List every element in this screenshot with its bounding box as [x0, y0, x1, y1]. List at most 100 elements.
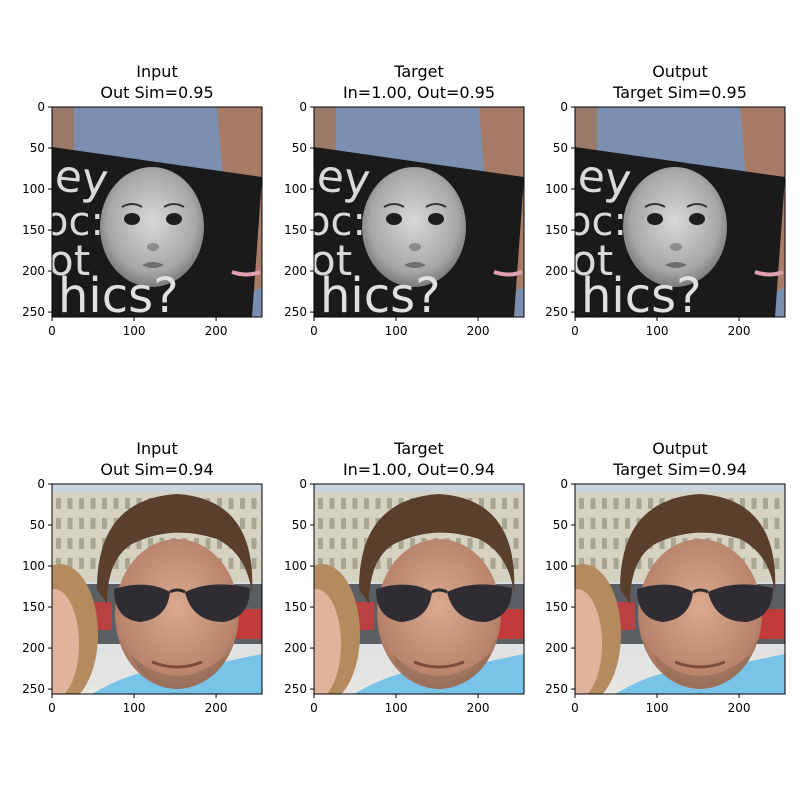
subplot-image: [575, 484, 785, 694]
mouth: [142, 262, 164, 268]
sign-text-mid: oc:: [306, 199, 366, 245]
x-tick-label: 0: [310, 324, 318, 338]
sign-text-bottom: hics?: [58, 268, 179, 324]
nose: [670, 243, 682, 251]
subplot-title-line1: Output: [652, 439, 708, 458]
nose: [147, 243, 159, 251]
left-lens: [376, 584, 432, 622]
y-tick-label: 50: [553, 518, 568, 532]
subplot-title-line1: Input: [136, 62, 177, 81]
man-hair: [97, 494, 253, 604]
left-eye: [386, 213, 402, 225]
subplot-title-line2: Out Sim=0.94: [100, 460, 213, 479]
axes-frame: [574, 106, 786, 318]
x-tick-label: 100: [123, 701, 146, 715]
subplot-title-line1: Input: [136, 439, 177, 458]
x-tick-label: 0: [48, 701, 56, 715]
y-tick-label: 200: [22, 264, 45, 278]
sign-text-row3: ot: [571, 236, 613, 285]
left-lens: [114, 584, 170, 622]
x-tick-label: 0: [310, 701, 318, 715]
y-tick-label: 150: [284, 600, 307, 614]
sign-text-bottom: hics?: [581, 268, 702, 324]
y-tick-label: 100: [545, 559, 568, 573]
y-tick-label: 50: [30, 518, 45, 532]
x-tick-label: 200: [728, 701, 751, 715]
mouth: [674, 660, 726, 669]
mouth: [151, 660, 203, 669]
y-tick-label: 0: [299, 100, 307, 114]
man-face: [115, 539, 239, 689]
mouth: [665, 262, 687, 268]
sign-text-mid: oc:: [567, 199, 627, 245]
axes-frame: [51, 106, 263, 318]
y-tick-label: 250: [284, 305, 307, 319]
subplot-image: [314, 484, 524, 694]
y-tick-label: 50: [553, 141, 568, 155]
subplot-title-line2: Target Sim=0.95: [612, 83, 747, 102]
beard: [130, 652, 230, 689]
y-tick-label: 250: [22, 305, 45, 319]
y-tick-label: 100: [22, 559, 45, 573]
sign-text-top: ey: [575, 150, 633, 206]
right-lens: [447, 584, 512, 622]
x-tick-label: 200: [205, 701, 228, 715]
subplot-title-line1: Target: [393, 439, 444, 458]
mouth: [413, 660, 465, 669]
axes-frame: [51, 483, 263, 695]
baby-face: [362, 167, 466, 287]
bracelet: [754, 270, 784, 277]
x-tick-label: 100: [385, 324, 408, 338]
x-tick-label: 200: [205, 324, 228, 338]
man-hair: [620, 494, 776, 604]
woman-face: [52, 589, 79, 694]
x-tick-label: 100: [123, 324, 146, 338]
sign-text-top: ey: [52, 150, 110, 206]
left-lens: [637, 584, 693, 622]
sign-text-row3: ot: [48, 236, 90, 285]
left-eye: [647, 213, 663, 225]
mouth: [404, 262, 426, 268]
axes-frame: [574, 483, 786, 695]
y-tick-label: 200: [284, 641, 307, 655]
y-tick-label: 0: [37, 100, 45, 114]
y-tick-label: 200: [545, 641, 568, 655]
x-tick-label: 0: [571, 324, 579, 338]
y-tick-label: 250: [545, 682, 568, 696]
bracelet: [493, 270, 523, 277]
y-tick-label: 150: [545, 600, 568, 614]
y-tick-label: 250: [545, 305, 568, 319]
subplot-title-line2: In=1.00, Out=0.95: [343, 83, 495, 102]
left-eye: [124, 213, 140, 225]
bracelet: [231, 270, 261, 277]
x-tick-label: 200: [467, 324, 490, 338]
man-face: [377, 539, 501, 689]
subplot-title-line1: Output: [652, 62, 708, 81]
subplot-title-line2: Out Sim=0.95: [100, 83, 213, 102]
sign-text-bottom: hics?: [320, 268, 441, 324]
y-tick-label: 0: [37, 477, 45, 491]
subplot-5: Target In=1.00, Out=0.94 0 100 200 0 50 100 150 2…: [284, 439, 525, 715]
subplot-4: Input Out Sim=0.94 0 100 200 0 50 100 150 200 250: [22, 439, 263, 715]
y-tick-label: 0: [560, 477, 568, 491]
x-tick-label: 100: [646, 701, 669, 715]
x-tick-label: 200: [728, 324, 751, 338]
y-tick-label: 50: [30, 141, 45, 155]
subplot-title-line2: In=1.00, Out=0.94: [343, 460, 495, 479]
baby-face: [100, 167, 204, 287]
y-tick-label: 0: [560, 100, 568, 114]
x-tick-label: 0: [571, 701, 579, 715]
y-tick-label: 100: [22, 182, 45, 196]
sign-text-mid: oc:: [44, 199, 104, 245]
y-tick-label: 150: [284, 223, 307, 237]
baby-face: [623, 167, 727, 287]
right-eye: [428, 213, 444, 225]
y-tick-label: 150: [22, 600, 45, 614]
right-eye: [689, 213, 705, 225]
